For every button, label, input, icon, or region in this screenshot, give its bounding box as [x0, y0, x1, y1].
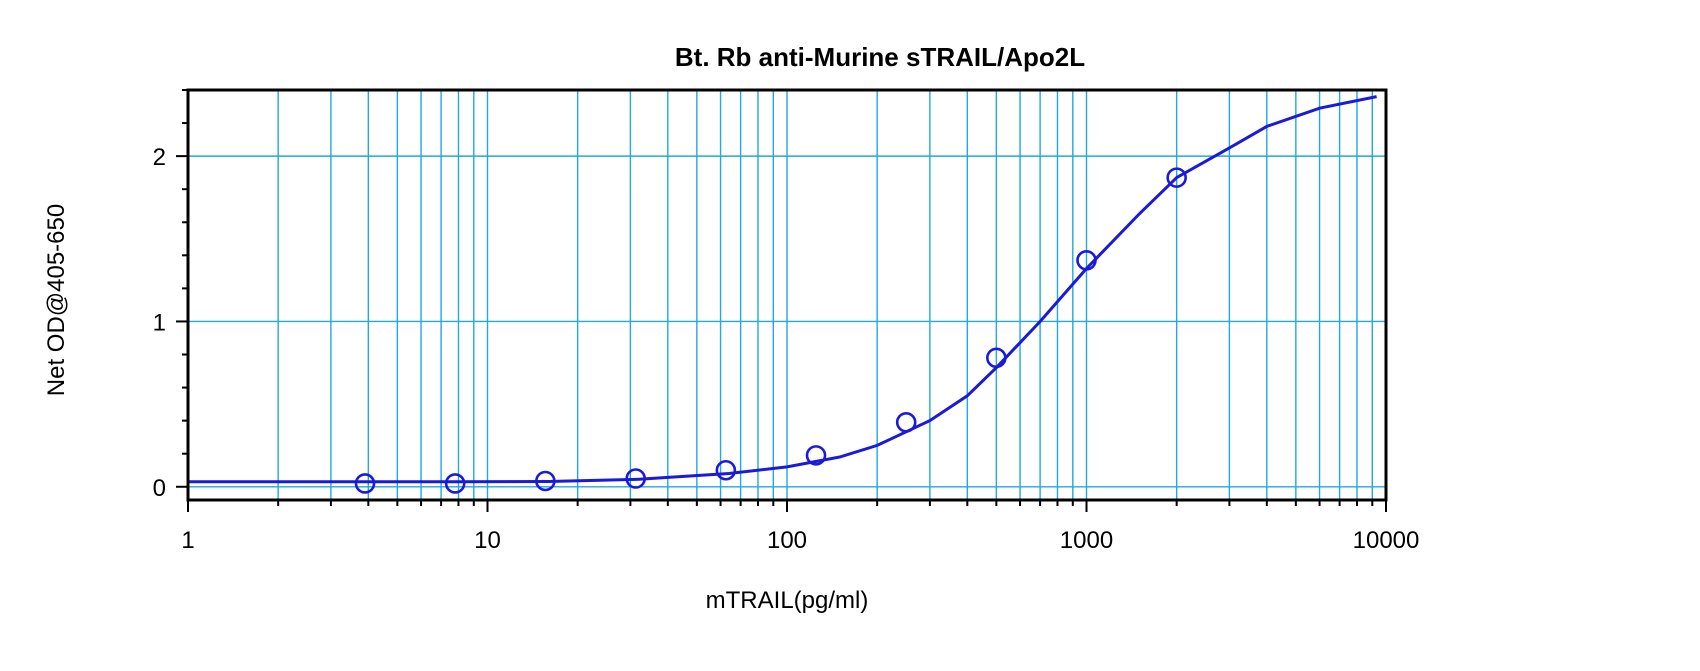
data-point — [354, 473, 376, 494]
data-point — [625, 468, 647, 489]
x-tick-label: 100 — [767, 527, 807, 554]
x-tick-label: 1000 — [1060, 527, 1113, 554]
axis-ticks — [176, 89, 1387, 512]
x-axis-label: mTRAIL(pg/ml) — [706, 587, 869, 614]
data-point — [715, 459, 737, 481]
x-tick-label: 1 — [181, 527, 194, 554]
data-point — [805, 445, 827, 466]
x-tick-label: 10000 — [1353, 527, 1420, 554]
plot-frame — [186, 88, 1388, 502]
data-point — [986, 347, 1007, 369]
y-tick-label: 2 — [153, 144, 166, 171]
y-axis-label: Net OD@405-650 — [43, 204, 70, 396]
y-tick-label: 1 — [153, 309, 166, 336]
fit-curve — [188, 95, 1377, 484]
y-tick-label: 0 — [153, 475, 166, 502]
data-point — [1076, 249, 1097, 271]
data-point — [1166, 167, 1187, 188]
data-point — [895, 411, 917, 433]
data-point — [535, 470, 556, 492]
x-tick-label: 10 — [474, 527, 501, 554]
chart-title: Bt. Rb anti-Murine sTRAIL/Apo2L — [675, 42, 1085, 72]
grid — [187, 90, 1387, 500]
data-point — [444, 473, 466, 494]
series — [188, 95, 1377, 494]
